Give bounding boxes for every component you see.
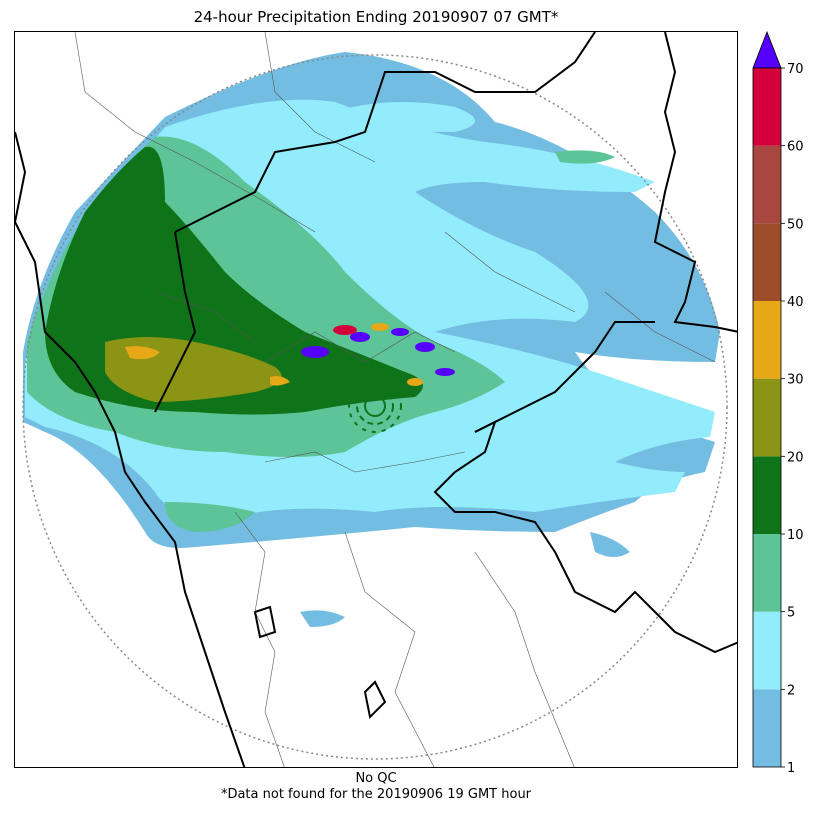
map-title: 24-hour Precipitation Ending 20190907 07… — [193, 8, 559, 26]
radar-map — [14, 31, 738, 768]
colorbar-swatch-40-50 — [753, 223, 781, 301]
radar-range-ring — [22, 54, 728, 760]
colorbar-swatch-50-60 — [753, 145, 781, 224]
colorbar-tick-label: 20 — [787, 450, 804, 465]
colorbar-swatch-2-5 — [753, 611, 781, 690]
precip-layer-30-40 — [125, 346, 290, 386]
colorbar-swatch-60-70 — [753, 68, 781, 146]
colorbar-tick-label: 60 — [787, 140, 804, 155]
colorbar-swatch-30-40 — [753, 301, 781, 379]
colorbar-tick-label: 70 — [787, 62, 804, 77]
colorbar-tick-label: 5 — [787, 606, 795, 621]
footnote: *Data not found for the 20190906 19 GMT … — [220, 787, 532, 802]
precipitation-map-canvas — [15, 32, 737, 767]
colorbar-extend-max — [752, 31, 782, 69]
radar-site — [348, 379, 402, 433]
colorbar-swatch-1-2 — [753, 689, 781, 767]
colorbar-tick-label: 10 — [787, 528, 804, 543]
colorbar-tick-label: 40 — [787, 295, 804, 310]
colorbar-tick-label: 1 — [787, 761, 795, 776]
precip-layer-convective — [301, 323, 455, 386]
state-borders — [15, 32, 737, 767]
district-boundaries — [74, 32, 716, 767]
colorbar-swatch-20-30 — [753, 378, 781, 457]
colorbar-tick-label: 50 — [787, 217, 804, 232]
qc-note: No QC — [355, 771, 397, 786]
colorbar-tick-label: 30 — [787, 373, 804, 388]
colorbar-swatches — [752, 31, 782, 768]
colorbar-swatch-10-20 — [753, 456, 781, 534]
colorbar: 1 2 5 10 20 30 40 50 60 70 — [752, 31, 804, 776]
colorbar-swatch-5-10 — [753, 534, 781, 612]
colorbar-frame — [752, 67, 782, 768]
colorbar-ticks: 1 2 5 10 20 30 40 50 60 70 — [781, 62, 804, 776]
colorbar-tick-label: 2 — [787, 683, 795, 698]
